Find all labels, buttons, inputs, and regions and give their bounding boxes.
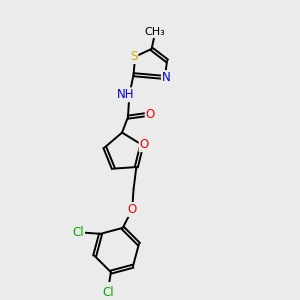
- Text: O: O: [128, 203, 137, 216]
- Text: S: S: [130, 50, 137, 63]
- Text: CH₃: CH₃: [145, 27, 165, 37]
- Text: Cl: Cl: [72, 226, 84, 239]
- Text: Cl: Cl: [102, 286, 114, 299]
- Text: O: O: [140, 138, 149, 151]
- Text: NH: NH: [117, 88, 135, 101]
- Text: O: O: [146, 108, 155, 121]
- Text: N: N: [162, 71, 171, 84]
